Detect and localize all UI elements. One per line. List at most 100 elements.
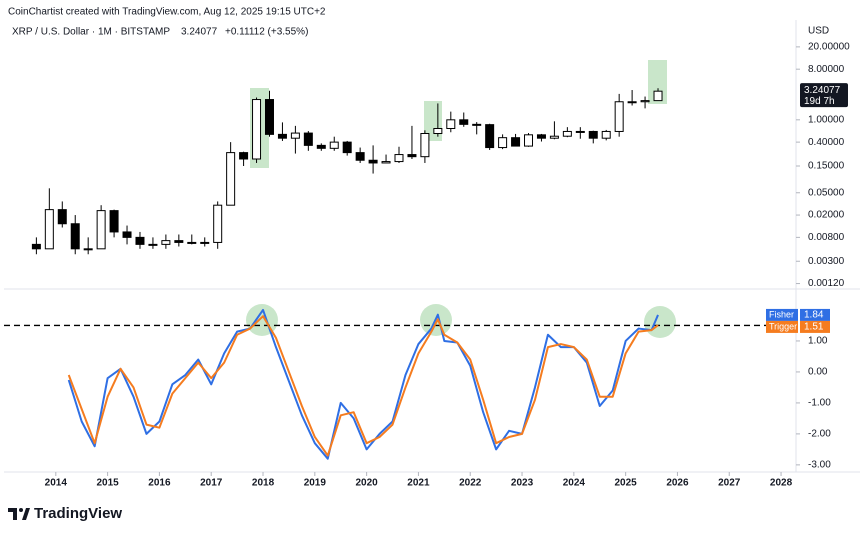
x-tick-label: 2023 [511, 478, 534, 489]
candle-body [562, 130, 572, 137]
y-axis-unit: USD [808, 26, 829, 37]
candle-body [252, 99, 262, 160]
candle-body [601, 130, 611, 139]
y-tick-label: 0.40000 [808, 137, 845, 148]
series-value-badge [800, 320, 830, 333]
candle-body [433, 127, 443, 135]
candle-body [83, 248, 93, 251]
candle-body [200, 241, 210, 244]
candle-body [57, 209, 67, 225]
logo-mark [8, 508, 17, 520]
highlight-circle [644, 306, 676, 338]
y-tick-label: 0.00120 [808, 278, 845, 289]
candle-body [226, 152, 236, 206]
y-tick-label: 8.00000 [808, 64, 845, 75]
x-tick-label: 2025 [615, 478, 638, 489]
x-tick-label: 2028 [770, 478, 793, 489]
candle-body [342, 141, 352, 154]
x-tick-label: 2019 [304, 478, 327, 489]
y-tick-label: 1.00000 [808, 114, 845, 125]
x-tick-label: 2020 [355, 478, 378, 489]
candle-body [355, 152, 365, 161]
legend-label: Fisher [769, 309, 794, 319]
price-badge-countdown: 19d 7h [804, 96, 835, 107]
candle-body [498, 137, 508, 149]
x-tick-label: 2016 [148, 478, 171, 489]
logo-mark [19, 508, 23, 512]
candle-body [420, 133, 430, 158]
candle-body [446, 119, 456, 129]
indicator-line [67, 308, 659, 460]
y-tick-label: 0.02000 [808, 210, 845, 221]
candle-body [44, 209, 54, 250]
chart-title: XRP / U.S. Dollar · 1M · BITSTAMP [12, 27, 170, 38]
price-badge [800, 83, 848, 108]
x-tick-label: 2014 [45, 478, 68, 489]
candle-body [394, 154, 404, 163]
candle-body [640, 100, 650, 103]
x-tick-label: 2024 [563, 478, 586, 489]
candle-body [135, 236, 145, 245]
legend-label: Trigger [769, 321, 797, 331]
candle-body [290, 132, 300, 139]
candle-body [148, 243, 158, 246]
candle-body [549, 135, 559, 139]
candle-body [213, 204, 223, 243]
candle-body [381, 161, 391, 164]
y-tick-label: 0.15000 [808, 161, 845, 172]
candle-body [70, 223, 80, 250]
candle-body [187, 241, 197, 244]
candle-body [511, 137, 521, 147]
candle-body [316, 144, 326, 149]
candle-body [109, 210, 119, 233]
candle-body [459, 119, 469, 125]
series-value-label: 1.84 [804, 310, 824, 321]
y-tick-label: 0.00800 [808, 232, 845, 243]
y-tick-label: 20.00000 [808, 42, 850, 53]
y-tick-label: -2.00 [808, 429, 831, 440]
series-name-badge [766, 308, 798, 321]
x-tick-label: 2021 [407, 478, 430, 489]
y-tick-label: 0.00300 [808, 256, 845, 267]
candle-body [536, 134, 546, 139]
series-value-badge [800, 308, 830, 321]
candle-body [264, 99, 274, 135]
x-tick-label: 2026 [666, 478, 689, 489]
candle-body [31, 243, 41, 250]
price-change: +0.11112 (+3.55%) [225, 27, 308, 38]
last-price: 3.24077 [181, 27, 218, 38]
candle-body [588, 130, 598, 139]
candle-body [96, 210, 106, 250]
candle-body [653, 90, 663, 102]
candle-body [368, 159, 378, 164]
branding: TradingView [34, 505, 122, 522]
highlight-circle [246, 304, 278, 336]
x-tick-label: 2017 [200, 478, 223, 489]
candle-body [277, 133, 287, 139]
candle-body [122, 231, 132, 238]
plot-layer: 20.00000 8.00000 1.00000 0.40000 0.15000 0.05… [4, 42, 850, 489]
x-tick-label: 2022 [459, 478, 482, 489]
x-tick-label: 2015 [96, 478, 119, 489]
candle-body [485, 124, 495, 149]
indicator-line [67, 315, 659, 457]
y-tick-label: -3.00 [808, 460, 831, 471]
price-badge-value: 3.24077 [804, 85, 841, 96]
y-tick-label: 0.00 [808, 367, 828, 378]
candle-body [575, 130, 585, 133]
candle-body [614, 101, 624, 132]
series-value-label: 1.51 [804, 322, 824, 333]
y-tick-label: 1.00 [808, 336, 828, 347]
candle-body [329, 141, 339, 149]
candle-body [472, 123, 482, 126]
x-tick-label: 2027 [718, 478, 741, 489]
candle-body [627, 101, 637, 104]
y-tick-label: -1.00 [808, 398, 831, 409]
x-tick-label: 2018 [252, 478, 275, 489]
credit: CoinChartist created with TradingView.co… [8, 7, 326, 18]
logo: TradingView [8, 505, 122, 522]
candle-body [239, 152, 249, 160]
logo-mark [22, 508, 30, 520]
